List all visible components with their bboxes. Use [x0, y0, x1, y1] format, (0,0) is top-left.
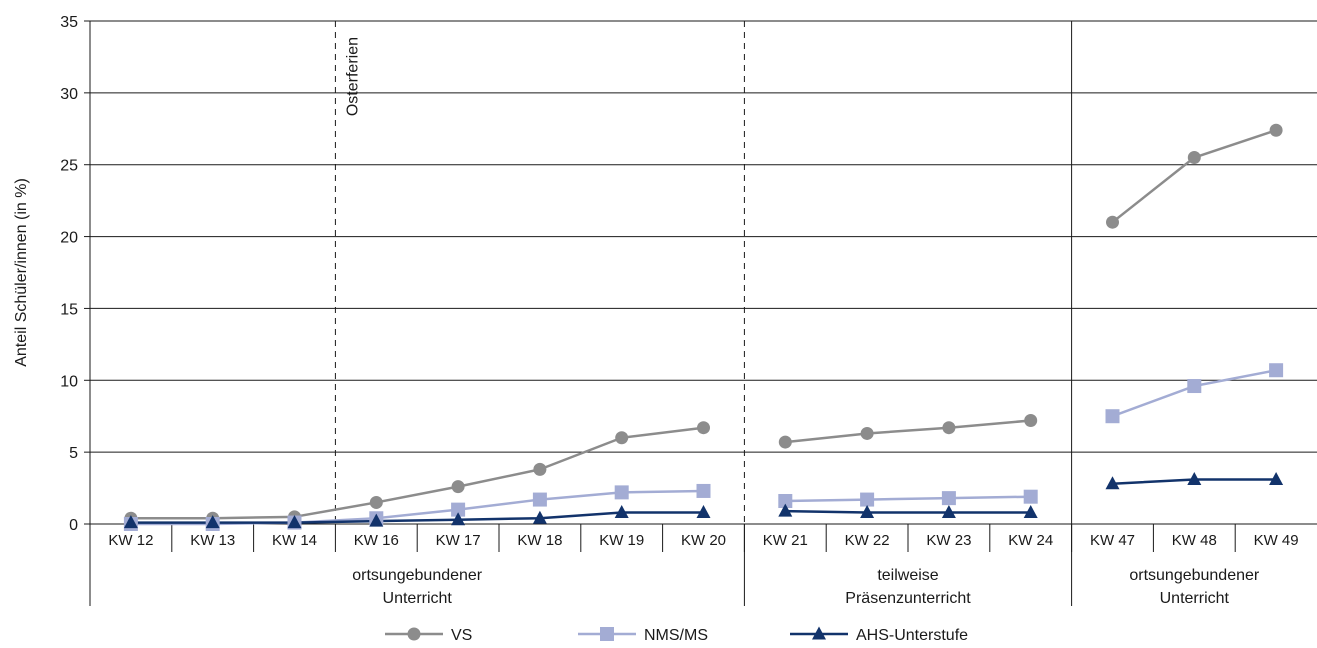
x-tick-label: KW 49: [1254, 532, 1299, 549]
y-axis-title: Anteil Schüler/innen (in %): [13, 178, 30, 367]
data-point-nms-ms: [1023, 489, 1038, 504]
legend-marker-ahs-unterstufe: [812, 626, 826, 640]
data-point-vs: [1269, 123, 1283, 137]
x-tick-label: KW 18: [517, 532, 562, 549]
data-point-vs: [697, 421, 710, 435]
legend-label: VS: [451, 627, 472, 644]
data-point-ahs-unterstufe: [205, 515, 220, 529]
data-point-vs: [1024, 414, 1038, 428]
data-point-vs: [451, 480, 465, 494]
data-point-ahs-unterstufe: [123, 515, 138, 529]
data-point-ahs-unterstufe: [614, 505, 629, 519]
x-tick-label: KW 23: [926, 532, 971, 549]
data-point-vs: [533, 462, 547, 476]
data-point-nms-ms: [614, 485, 629, 500]
data-point-ahs-unterstufe: [941, 505, 956, 519]
data-point-ahs-unterstufe: [532, 510, 547, 524]
data-point-nms-ms: [1269, 363, 1284, 378]
x-tick-label: KW 24: [1008, 532, 1053, 549]
group-label: teilweise: [877, 567, 938, 584]
data-point-nms-ms: [532, 492, 547, 507]
data-point-nms-ms: [1105, 409, 1120, 424]
legend: VS NMS/MS AHS-Unterstufe: [385, 626, 968, 644]
data-point-nms-ms: [860, 492, 875, 507]
series-layer: [123, 123, 1284, 531]
data-point-vs: [778, 435, 792, 449]
x-tick-label: KW 17: [436, 532, 481, 549]
series-line-nms-ms: [1112, 368, 1277, 418]
group-label: Unterricht: [383, 590, 453, 607]
data-point-nms-ms: [1187, 379, 1202, 394]
series-line-nms-ms: [785, 495, 1031, 503]
data-point-ahs-unterstufe: [778, 503, 793, 517]
legend-label: NMS/MS: [644, 627, 708, 644]
series-line-vs: [130, 426, 704, 520]
data-point-vs: [1106, 215, 1119, 229]
data-point-ahs-unterstufe: [1187, 471, 1202, 485]
series-line-vs: [1111, 129, 1277, 224]
data-point-nms-ms: [778, 494, 793, 509]
x-tick-label: KW 47: [1090, 532, 1135, 549]
axes-frame: [89, 21, 1236, 606]
y-tick-label: 35: [60, 14, 78, 31]
y-tick-label: 0: [69, 517, 78, 534]
data-point-ahs-unterstufe: [369, 513, 384, 527]
data-point-vs: [1187, 151, 1201, 165]
legend-label: AHS-Unterstufe: [856, 627, 968, 644]
data-point-nms-ms: [451, 502, 466, 517]
y-tick-label: 15: [60, 301, 78, 318]
legend-marker-nms-ms: [600, 627, 614, 641]
x-tick-label: KW 12: [108, 532, 153, 549]
y-tick-label: 25: [60, 158, 78, 175]
x-tick-label: KW 16: [354, 532, 399, 549]
data-point-ahs-unterstufe: [451, 512, 466, 526]
data-point-ahs-unterstufe: [860, 505, 875, 519]
x-tick-label: KW 48: [1172, 532, 1217, 549]
y-tick-label: 5: [69, 445, 78, 462]
data-point-vs: [615, 431, 629, 445]
group-label: Unterricht: [1160, 590, 1230, 607]
y-tick-label: 20: [60, 230, 78, 247]
data-point-ahs-unterstufe: [1269, 471, 1284, 485]
x-tick-label: KW 14: [272, 532, 317, 549]
labels-layer: 0 5 10 15 20 25 30 35 Anteil Schüler/innen (in %…: [13, 14, 1299, 607]
x-tick-label: KW 20: [681, 532, 726, 549]
series-line-ahs-unterstufe: [785, 509, 1031, 514]
data-point-ahs-unterstufe: [1023, 505, 1038, 519]
data-point-ahs-unterstufe: [696, 505, 711, 519]
series-line-vs: [785, 419, 1031, 444]
data-point-nms-ms: [696, 483, 711, 498]
data-point-nms-ms: [941, 491, 956, 506]
y-tick-label: 10: [60, 373, 78, 390]
x-tick-label: KW 21: [763, 532, 808, 549]
x-tick-label: KW 13: [190, 532, 235, 549]
data-point-vs: [860, 426, 874, 440]
data-point-vs: [369, 495, 383, 509]
annotation-label: Osterferien: [344, 37, 361, 116]
x-tick-label: KW 19: [599, 532, 644, 549]
series-line-ahs-unterstufe: [130, 511, 704, 524]
x-tick-label: KW 22: [845, 532, 890, 549]
group-label: ortsungebundener: [1129, 567, 1260, 584]
gridlines: [84, 20, 1317, 525]
legend-marker-vs: [407, 627, 421, 641]
group-label: Präsenzunterricht: [845, 590, 971, 607]
data-point-vs: [942, 421, 956, 435]
data-point-ahs-unterstufe: [1105, 476, 1120, 490]
y-tick-label: 30: [60, 86, 78, 103]
data-point-ahs-unterstufe: [287, 515, 302, 529]
group-label: ortsungebundener: [352, 567, 483, 584]
